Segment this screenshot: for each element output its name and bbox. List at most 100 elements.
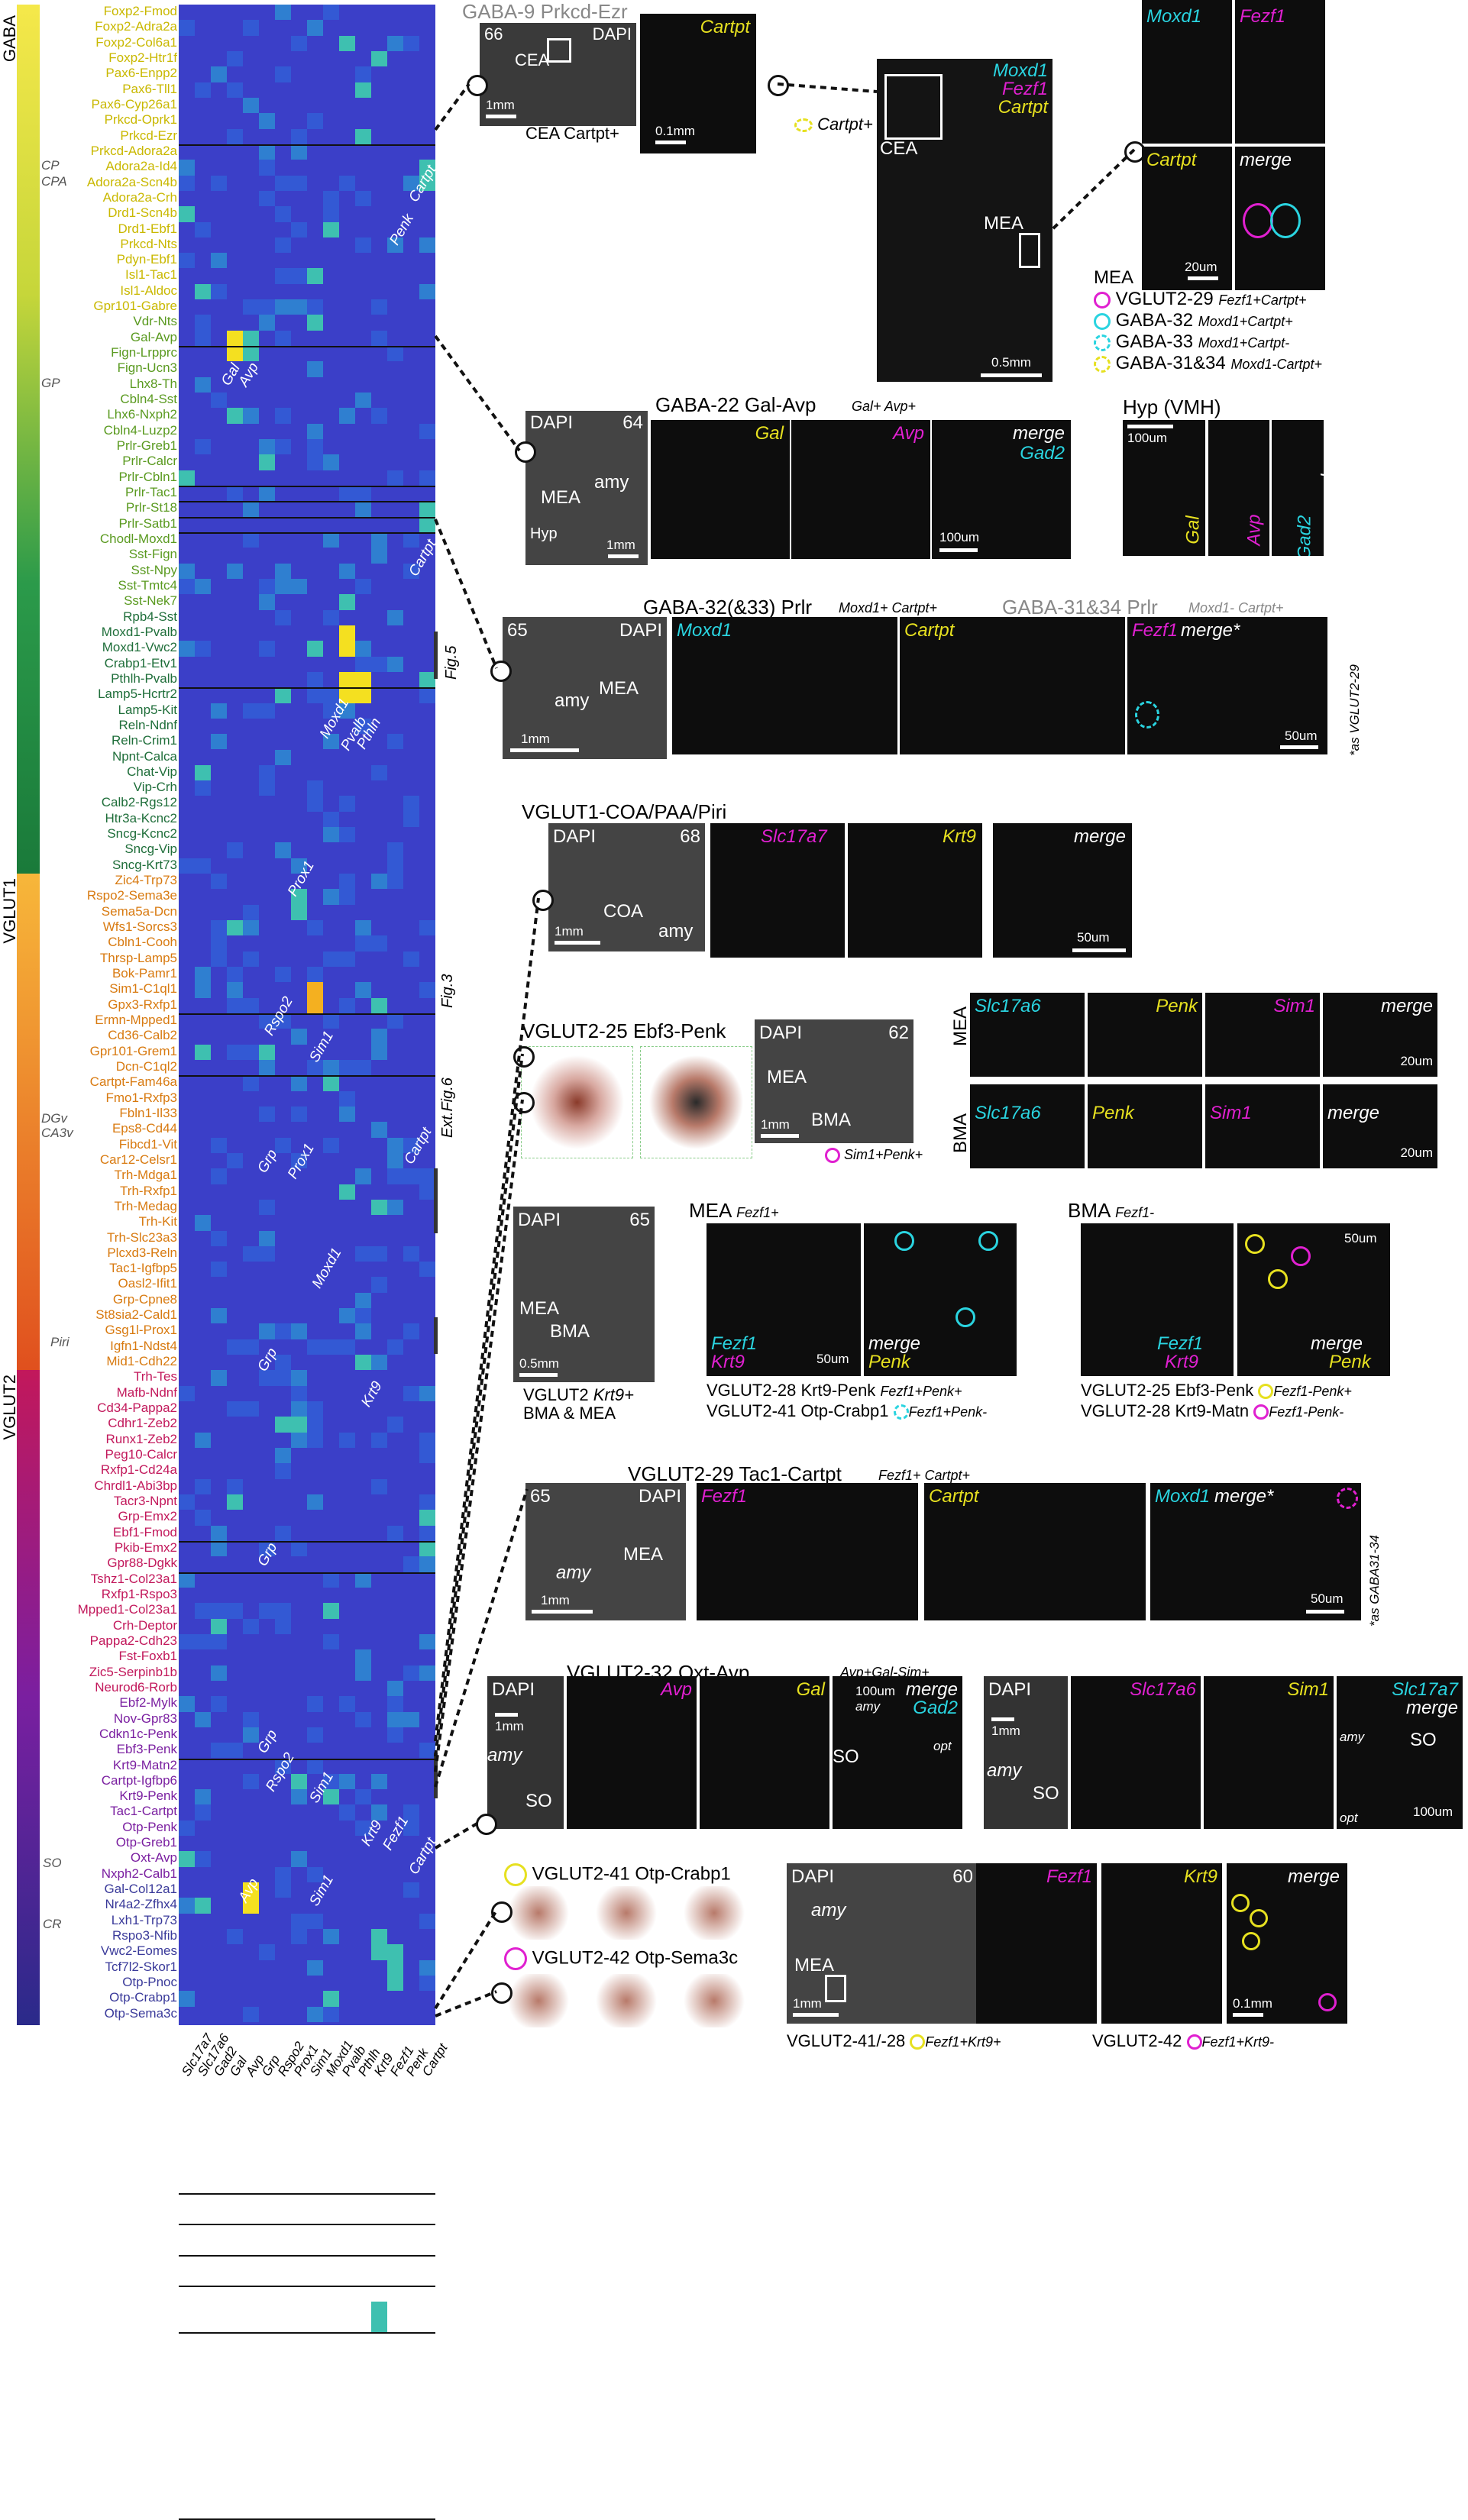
p12-scale-label: 50um: [1344, 1231, 1377, 1245]
heat-cell: [227, 486, 243, 502]
heat-cell: [291, 1323, 307, 1339]
row-label: Trh-Mdga1: [114, 1168, 177, 1183]
row-label: Cd36-Calb2: [108, 1028, 177, 1043]
heatmap-separator: [179, 1540, 435, 1543]
heat-cell: [227, 997, 243, 1013]
heat-cell: [211, 1525, 227, 1541]
p7-scale2-label: 50um: [1077, 930, 1110, 945]
row-label: Krt9-Matn2: [112, 1757, 177, 1772]
heat-cell: [243, 904, 259, 921]
heat-cell: [179, 858, 195, 874]
heat-cell: [419, 982, 435, 998]
p2-scale-label: 0.5mm: [991, 355, 1031, 370]
row-label: Krt9-Penk: [119, 1788, 177, 1804]
row-label: Sst-Fign: [128, 547, 177, 562]
row-label: Grp-Emx2: [118, 1509, 177, 1524]
heat-cell: [275, 749, 291, 765]
heat-cell: [259, 144, 275, 160]
heat-cell: [291, 128, 307, 144]
heat-cell: [387, 1727, 403, 1743]
p8-dapi-label: DAPI: [759, 1023, 803, 1043]
p7-dapi-label: DAPI: [553, 826, 597, 847]
p16-atlas-c: [680, 1886, 749, 1940]
p4-merge-label: merge: [1012, 423, 1065, 444]
p9-bma-merge: merge 20um: [1323, 1084, 1437, 1168]
row-label: Adora2a-Id4: [105, 159, 177, 174]
row-label: Drd1-Scn4b: [108, 205, 177, 221]
p11-merge: merge Penk: [864, 1223, 1017, 1376]
heat-cell: [275, 408, 291, 424]
heat-cell: [227, 82, 243, 98]
heat-cell: [243, 531, 259, 548]
p3-cartpt-label: Cartpt: [1146, 150, 1197, 170]
p6-merge: Fezf1 merge* 50um: [1127, 617, 1327, 754]
heat-cell: [339, 1773, 355, 1790]
heat-cell: [275, 299, 291, 315]
heat-cell: [291, 299, 307, 315]
p12-title: BMA Fezf1-: [1068, 1199, 1155, 1222]
p10-mea: MEA: [519, 1298, 560, 1319]
heat-cell: [387, 1696, 403, 1712]
heat-cell: [419, 470, 435, 486]
row-label: Sncg-Kcnc2: [107, 826, 177, 842]
p15-scalebar: [991, 1717, 1014, 1721]
p6-amy: amy: [555, 690, 590, 711]
row-label: Reln-Ndnf: [118, 717, 177, 732]
heat-cell: [275, 967, 291, 983]
row-label: Ebf1-Fmod: [112, 1524, 177, 1539]
heat-cell: [323, 1013, 339, 1029]
heat-cell: [227, 1929, 243, 1945]
heat-cell: [323, 1059, 339, 1076]
heat-cell: [243, 20, 259, 36]
p1-dapi-slice: 66 DAPI CEA 1mm: [480, 23, 636, 126]
p4-gad2-label: Gad2: [1020, 443, 1065, 464]
heat-cell: [275, 1417, 291, 1433]
heat-cell: [227, 563, 243, 579]
heat-cell: [307, 20, 323, 36]
heat-cell: [291, 1029, 307, 1045]
row-label: Vdr-Nts: [133, 314, 177, 329]
heat-cell: [179, 1572, 195, 1588]
row-label: Sema5a-Dcn: [101, 903, 177, 919]
heat-cell-bright: [371, 2301, 387, 2333]
row-label: Pthlh-Pvalb: [111, 670, 177, 686]
heat-cell: [243, 2006, 259, 2022]
row-label: Cbln4-Luzp2: [103, 422, 177, 438]
heat-cell: [355, 237, 371, 254]
p12-legend: VGLUT2-25 Ebf3-Penk Fezf1-Penk+ VGLUT2-2…: [1081, 1381, 1352, 1420]
heat-cell: [291, 858, 307, 874]
row-label: Pappa2-Cdh23: [89, 1633, 177, 1648]
heat-cell: [179, 206, 195, 222]
heat-cell: [243, 1711, 259, 1727]
heat-cell: [211, 935, 227, 951]
p4-dapi-slice: DAPI 64 amy MEA Hyp 1mm: [525, 411, 648, 565]
heat-cell: [387, 470, 403, 486]
heat-cell: [387, 1152, 403, 1169]
row-label: Fmo1-Rxfp3: [105, 1090, 177, 1105]
heat-cell: [243, 1401, 259, 1417]
p10-slice: 65: [629, 1210, 650, 1230]
heat-cell: [307, 268, 323, 284]
p7-krt9: Krt9: [848, 823, 982, 958]
heat-cell: [291, 1851, 307, 1867]
heat-cell: [259, 641, 275, 657]
p17-ring-2: [1250, 1909, 1268, 1927]
heat-cell: [275, 206, 291, 222]
p15-slc17a6: Slc17a6: [1071, 1676, 1201, 1829]
p12-ring-1: [1245, 1234, 1265, 1254]
heat-cell: [323, 1603, 339, 1619]
heat-cell: [403, 1556, 419, 1572]
heat-cell: [179, 1991, 195, 2007]
heat-cell: [243, 920, 259, 936]
heatmap-separator: [179, 1572, 435, 1574]
row-label: Rspo3-Nfib: [112, 1928, 177, 1943]
p17-krt9: Krt9: [1101, 1863, 1222, 2024]
p8-scalebar: [761, 1134, 799, 1138]
heat-cell: [307, 1417, 323, 1433]
p7-merge: merge 50um: [993, 823, 1132, 958]
heat-cell: [195, 1898, 211, 1914]
legend1-item3: GABA-33 Moxd1+Cartpt-: [1094, 331, 1322, 353]
heat-cell: [387, 734, 403, 750]
heat-cell: [211, 951, 227, 968]
heatmap-separator: [179, 346, 435, 348]
